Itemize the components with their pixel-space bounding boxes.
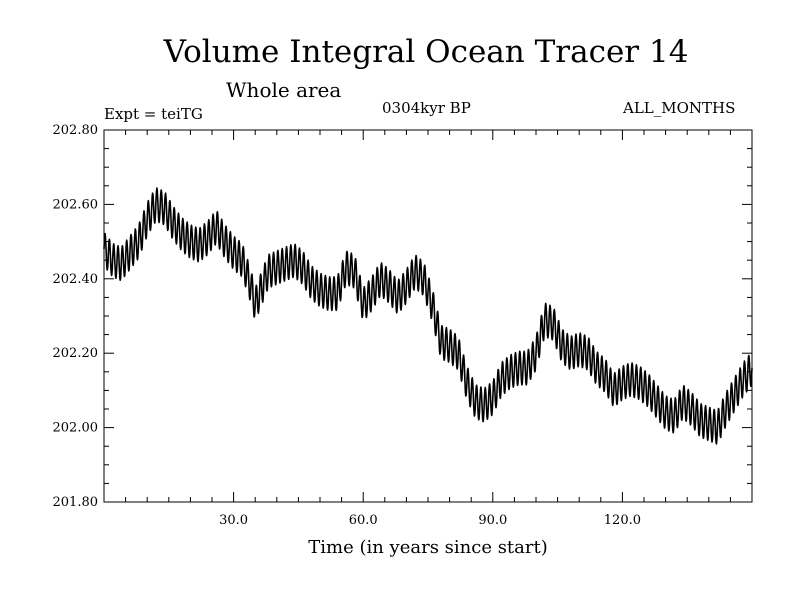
axis-layer: 30.0 60.0 90.0 120.0 201.80 202.00 202.20 202.4… <box>53 123 753 528</box>
x-tick-label: 60.0 <box>349 513 378 528</box>
plot-layer <box>103 187 753 445</box>
y-tick-label: 202.20 <box>53 346 99 361</box>
y-tick-label: 201.80 <box>53 495 99 510</box>
chart-title: Volume Integral Ocean Tracer 14 <box>163 34 689 70</box>
y-tick-label: 202.80 <box>53 123 99 138</box>
x-tick-label: 30.0 <box>219 513 248 528</box>
x-tick-label: 90.0 <box>478 513 507 528</box>
y-tick-label: 202.40 <box>53 272 99 287</box>
x-tick-label: 120.0 <box>604 513 641 528</box>
series-line <box>103 187 753 445</box>
plot-frame <box>103 129 753 503</box>
experiment-label: Expt = teiTG <box>104 105 203 123</box>
y-tick-label: 202.60 <box>53 197 99 212</box>
y-tick-label: 202.00 <box>53 421 99 436</box>
x-axis-label: Time (in years since start) <box>308 537 548 558</box>
months-label: ALL_MONTHS <box>623 99 736 117</box>
period-label: 0304kyr BP <box>382 99 471 117</box>
chart-subtitle: Whole area <box>226 78 342 102</box>
